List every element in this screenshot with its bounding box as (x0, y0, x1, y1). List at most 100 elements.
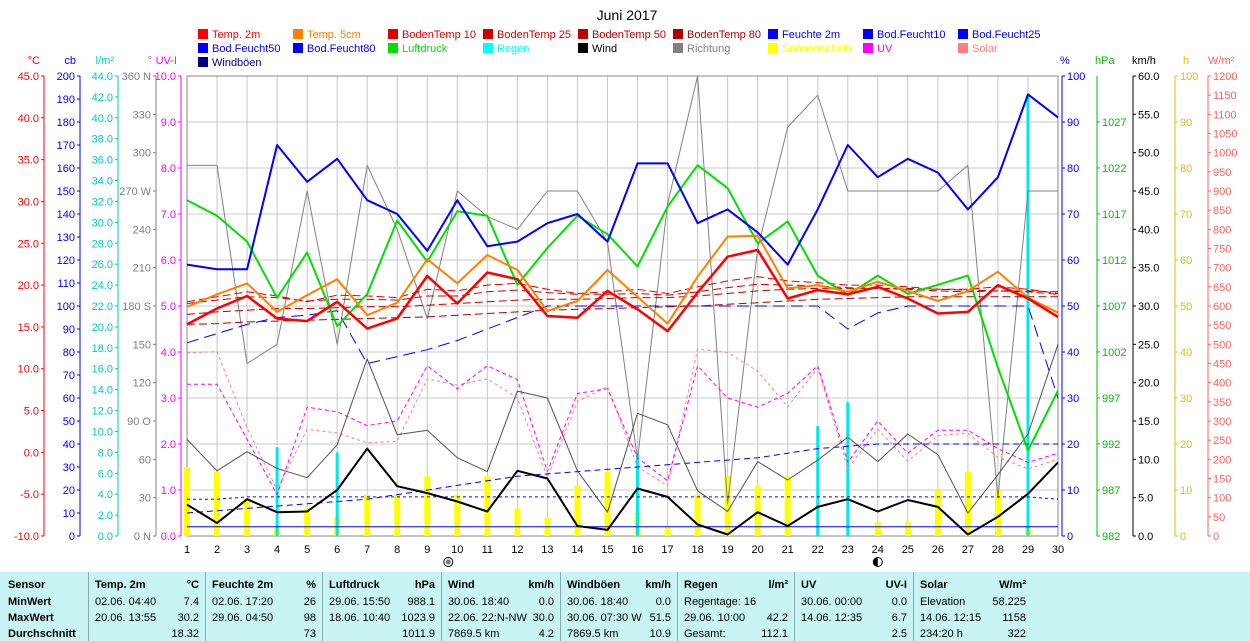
legend-swatch (578, 43, 588, 53)
uv-min-value: 0.0 (891, 596, 907, 608)
legend-label: Bod.Feucht80 (307, 43, 376, 55)
x-tick-label: 6 (334, 544, 340, 556)
axis-tick-label: 10.0 (18, 364, 39, 376)
axis-tick-label: 170 (57, 140, 75, 152)
sunshine-bar (754, 485, 761, 536)
boeen-unit: km/h (645, 579, 671, 591)
legend-swatch (198, 43, 208, 53)
axis-tick-label: 992 (1102, 439, 1120, 451)
axis-tick-label: 0 (1213, 531, 1219, 543)
moon-shade (445, 559, 451, 565)
axis-unit: W/m² (1208, 55, 1235, 67)
axis-tick-label: 40.0 (18, 113, 39, 125)
x-tick-label: 24 (872, 544, 884, 556)
plot-area (184, 75, 1059, 537)
axis-tick-label: 100 (1067, 71, 1085, 83)
axis-tick-label: 50 (1213, 512, 1225, 524)
axis-tick-label: 650 (1213, 282, 1231, 294)
axis-tick-label: 1007 (1102, 301, 1126, 313)
axis-tick-label: 18.0 (92, 343, 113, 355)
legend-item-bodentemp-10: BodenTemp 10 (388, 29, 476, 41)
legend-swatch (673, 29, 683, 39)
axis-tick-label: 80 (1067, 163, 1079, 175)
x-tick-label: 7 (364, 544, 370, 556)
axis-tick-label: 60 (63, 393, 75, 405)
feuchte-max-value: 98 (303, 612, 316, 624)
wind-distance: 7869.5 km (448, 628, 500, 640)
sunshine-bar (604, 471, 611, 536)
sunshine-bar (454, 494, 461, 536)
axis-tick-label: 987 (1102, 485, 1120, 497)
axis-tick-label: 550 (1213, 320, 1231, 332)
x-tick-label: 15 (601, 544, 613, 556)
series-temp-2m (186, 248, 1059, 333)
left-axis-: ° 360 N 330 300 270 W 240 210 180 S 150 120 90 O 60… (119, 55, 157, 543)
legend-label: Luftdruck (402, 43, 448, 55)
boeen-header: Windböen (567, 579, 621, 591)
temp-unit: °C (186, 579, 199, 591)
legend-label: Sonnenschein (782, 43, 852, 55)
axis-tick-label: 1017 (1102, 209, 1126, 221)
axis-tick-label: 1022 (1102, 163, 1126, 175)
uv-max-value: 6.7 (891, 612, 907, 624)
feuchte-max-date: 29.06. 04:50 (212, 612, 274, 624)
axis-tick-label: 15.0 (18, 322, 39, 334)
axis-tick-label: 50 (1180, 301, 1192, 313)
axis-tick-label: 40.0 (1138, 224, 1159, 236)
axis-tick-label: 140 (57, 209, 75, 221)
right-axis-km-h: km/h 60.0 55.0 50.0 45.0 40.0 35.0 30.0 25.0 20.0… (1132, 55, 1159, 543)
legend-label: Regen (497, 43, 529, 55)
legend-swatch (293, 43, 303, 53)
left-axis-cb: cb20019018017016015014013012011010090807… (57, 55, 81, 543)
legend-label: Bod.Feucht50 (212, 43, 281, 55)
x-tick-label: 23 (842, 544, 854, 556)
left-axis-uv-i: UV-I 10.0 9.0 8.0 7.0 6.0 5.0 4.0 3.0 2.0 1.0 0.0 (155, 55, 182, 543)
axis-tick-label: 6.0 (161, 255, 176, 267)
stats-uv-col: UV UV-I 30.06. 00:00 0.0 14.06. 12:35 6.… (795, 572, 913, 641)
solar-avg-value: 322 (1007, 628, 1026, 640)
legend-swatch (483, 43, 493, 53)
axis-unit: °C (28, 55, 40, 67)
feuchte-header: Feuchte 2m (212, 579, 274, 591)
boeen-avg-value: 10.9 (649, 628, 671, 640)
temp-min-value: 7.4 (183, 596, 199, 608)
legend-item-windb-en: Windböen (198, 57, 262, 69)
axis-unit: km/h (1132, 55, 1156, 67)
x-tick-label: 8 (394, 544, 400, 556)
axis-tick-label: -5.0 (20, 489, 39, 501)
axis-tick-label: 32.0 (92, 196, 113, 208)
regen-total-label: Gesamt: (684, 628, 726, 640)
axis-tick-label: 900 (1213, 186, 1231, 198)
weather-chart: Juni 2017 Temp. 2m Temp. 5cm BodenTemp 10 B… (14, 7, 1237, 567)
axis-tick-label: 330 (133, 109, 151, 121)
axis-tick-label: 60 (1180, 255, 1192, 267)
axis-tick-label: 44.0 (92, 71, 113, 83)
axis-tick-label: 200 (57, 71, 75, 83)
axis-tick-label: 100 (1180, 71, 1198, 83)
axis-tick-label: 210 (133, 263, 151, 275)
series-bodentemp-25 (186, 283, 1059, 304)
axis-tick-label: 5.0 (24, 406, 39, 418)
axis-tick-label: 300 (1213, 416, 1231, 428)
axis-tick-label: 0 (1180, 531, 1186, 543)
solar-max-value: 1158 (1002, 612, 1026, 624)
sunshine-bar (484, 476, 491, 536)
axis-tick-label: 2.0 (161, 439, 176, 451)
series-windb-en (186, 344, 1059, 514)
axis-tick-label: 50 (63, 416, 75, 428)
axis-tick-label: 36.0 (92, 155, 113, 167)
axis-tick-label: 16.0 (92, 364, 113, 376)
x-tick-label: 22 (812, 544, 824, 556)
sunshine-bar (184, 467, 190, 536)
axis-tick-label: 120 (133, 378, 151, 390)
legend-item-richtung: Richtung (673, 43, 730, 55)
temp-header: Temp. 2m (95, 579, 146, 591)
axis-tick-label: 10 (1067, 485, 1079, 497)
x-tick-label: 26 (932, 544, 944, 556)
rain-bar (816, 426, 820, 536)
legend-label: BodenTemp 10 (402, 29, 476, 41)
axis-tick-label: 12.0 (92, 406, 113, 418)
axis-tick-label: 1200 (1213, 71, 1237, 83)
max-row-label: MaxWert (8, 612, 54, 624)
axis-tick-label: 600 (1213, 301, 1231, 313)
